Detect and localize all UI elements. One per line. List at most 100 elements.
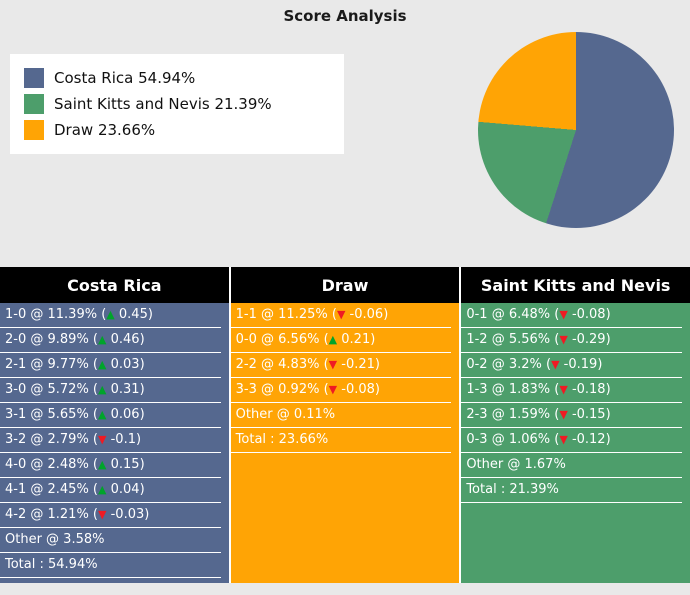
delta-value: -0.06 bbox=[345, 307, 384, 322]
delta-paren: ) bbox=[139, 457, 145, 472]
score-label: Total : 23.66% bbox=[235, 432, 329, 447]
column-header: Costa Rica bbox=[0, 267, 229, 303]
delta-paren: ) bbox=[144, 507, 150, 522]
page-title: Score Analysis bbox=[283, 7, 407, 25]
delta-paren: ) bbox=[139, 332, 145, 347]
delta-paren: ( bbox=[541, 357, 552, 372]
delta-paren: ) bbox=[605, 307, 611, 322]
delta-paren: ( bbox=[319, 332, 329, 347]
trend-up-icon: ▲ bbox=[328, 333, 338, 346]
legend-item: Costa Rica 54.94% bbox=[24, 65, 330, 91]
score-row: Other @ 0.11% bbox=[230, 403, 452, 428]
delta-paren: ( bbox=[88, 507, 99, 522]
column-header: Draw bbox=[230, 267, 460, 303]
delta-value: -0.19 bbox=[559, 357, 598, 372]
score-row: 2-2 @ 4.83% (▼ -0.21) bbox=[230, 353, 452, 378]
trend-up-icon: ▲ bbox=[98, 333, 107, 346]
trend-down-icon: ▼ bbox=[98, 508, 107, 521]
delta-value: -0.08 bbox=[337, 382, 375, 397]
trend-down-icon: ▼ bbox=[98, 433, 107, 446]
score-label: 2-2 @ 4.83% bbox=[235, 357, 320, 372]
column-body: 0-1 @ 6.48% (▼ -0.08) 1-2 @ 5.56% (▼ -0.2… bbox=[461, 303, 690, 583]
delta-paren: ( bbox=[550, 407, 560, 422]
delta-value: 0.31 bbox=[106, 382, 140, 397]
delta-paren: ( bbox=[88, 432, 99, 447]
delta-paren: ( bbox=[319, 357, 329, 372]
trend-down-icon: ▼ bbox=[336, 308, 346, 321]
delta-paren: ) bbox=[605, 432, 611, 447]
column-body: 1-0 @ 11.39% (▲ 0.45) 2-0 @ 9.89% (▲ 0.46… bbox=[0, 303, 229, 583]
delta-value: -0.03 bbox=[106, 507, 145, 522]
trend-up-icon: ▲ bbox=[98, 408, 107, 421]
delta-paren: ( bbox=[550, 307, 560, 322]
delta-paren: ( bbox=[550, 332, 560, 347]
delta-paren: ( bbox=[88, 357, 99, 372]
score-table: Costa Rica 1-0 @ 11.39% (▲ 0.45) 2-0 @ 9.… bbox=[0, 267, 690, 583]
score-row: 3-3 @ 0.92% (▼ -0.08) bbox=[230, 378, 452, 403]
legend: Costa Rica 54.94% Saint Kitts and Nevis 2… bbox=[10, 54, 344, 154]
score-label: 0-3 @ 1.06% bbox=[466, 432, 551, 447]
delta-paren: ) bbox=[139, 482, 145, 497]
score-row: 4-0 @ 2.48% (▲ 0.15) bbox=[0, 453, 221, 478]
legend-label: Costa Rica 54.94% bbox=[54, 69, 196, 87]
delta-value: 0.45 bbox=[114, 307, 148, 322]
delta-value: -0.08 bbox=[567, 307, 606, 322]
score-row: 0-1 @ 6.48% (▼ -0.08) bbox=[461, 303, 682, 328]
delta-value: 0.15 bbox=[106, 457, 140, 472]
delta-paren: ) bbox=[374, 382, 380, 397]
delta-paren: ( bbox=[97, 307, 107, 322]
trend-down-icon: ▼ bbox=[559, 408, 568, 421]
trend-up-icon: ▲ bbox=[98, 358, 107, 371]
score-label: 2-3 @ 1.59% bbox=[466, 407, 551, 422]
delta-paren: ) bbox=[139, 382, 145, 397]
score-label: 1-0 @ 11.39% bbox=[5, 307, 98, 322]
score-label: 3-2 @ 2.79% bbox=[5, 432, 89, 447]
score-row: 3-1 @ 5.65% (▲ 0.06) bbox=[0, 403, 221, 428]
trend-down-icon: ▼ bbox=[559, 383, 568, 396]
score-label: Other @ 1.67% bbox=[466, 457, 566, 472]
delta-paren: ( bbox=[319, 382, 329, 397]
trend-up-icon: ▲ bbox=[106, 308, 115, 321]
score-row: 1-0 @ 11.39% (▲ 0.45) bbox=[0, 303, 221, 328]
score-row: Total : 21.39% bbox=[461, 478, 682, 503]
trend-up-icon: ▲ bbox=[98, 483, 107, 496]
delta-paren: ( bbox=[88, 332, 99, 347]
legend-item: Draw 23.66% bbox=[24, 117, 330, 143]
score-column: Draw 1-1 @ 11.25% (▼ -0.06) 0-0 @ 6.56% (… bbox=[230, 267, 460, 583]
legend-label: Draw 23.66% bbox=[54, 121, 156, 139]
delta-paren: ) bbox=[605, 332, 611, 347]
score-label: 0-1 @ 6.48% bbox=[466, 307, 551, 322]
trend-down-icon: ▼ bbox=[559, 333, 568, 346]
score-row: 1-2 @ 5.56% (▼ -0.29) bbox=[461, 328, 682, 353]
score-row: 2-3 @ 1.59% (▼ -0.15) bbox=[461, 403, 682, 428]
delta-value: 0.06 bbox=[106, 407, 140, 422]
delta-paren: ) bbox=[135, 432, 142, 447]
legend-item: Saint Kitts and Nevis 21.39% bbox=[24, 91, 330, 117]
trend-up-icon: ▲ bbox=[98, 458, 107, 471]
delta-value: -0.21 bbox=[337, 357, 375, 372]
delta-paren: ( bbox=[327, 307, 337, 322]
delta-paren: ( bbox=[550, 432, 560, 447]
score-row: 0-3 @ 1.06% (▼ -0.12) bbox=[461, 428, 682, 453]
legend-label: Saint Kitts and Nevis 21.39% bbox=[54, 95, 272, 113]
score-row: Total : 54.94% bbox=[0, 553, 221, 578]
trend-down-icon: ▼ bbox=[559, 433, 568, 446]
score-label: 4-2 @ 1.21% bbox=[5, 507, 89, 522]
delta-value: 0.21 bbox=[337, 332, 371, 347]
score-label: 3-1 @ 5.65% bbox=[5, 407, 89, 422]
score-label: 3-3 @ 0.92% bbox=[235, 382, 320, 397]
delta-paren: ) bbox=[370, 332, 376, 347]
delta-paren: ( bbox=[88, 457, 99, 472]
delta-paren: ) bbox=[374, 357, 380, 372]
delta-paren: ( bbox=[88, 482, 99, 497]
score-label: 2-0 @ 9.89% bbox=[5, 332, 89, 347]
score-row: 4-1 @ 2.45% (▲ 0.04) bbox=[0, 478, 221, 503]
score-label: Other @ 3.58% bbox=[5, 532, 105, 547]
delta-value: -0.15 bbox=[567, 407, 606, 422]
score-row: Other @ 1.67% bbox=[461, 453, 682, 478]
delta-value: 0.04 bbox=[106, 482, 140, 497]
score-row: 2-1 @ 9.77% (▲ 0.03) bbox=[0, 353, 221, 378]
delta-value: -0.12 bbox=[567, 432, 606, 447]
delta-value: 0.03 bbox=[106, 357, 140, 372]
score-row: 1-3 @ 1.83% (▼ -0.18) bbox=[461, 378, 682, 403]
